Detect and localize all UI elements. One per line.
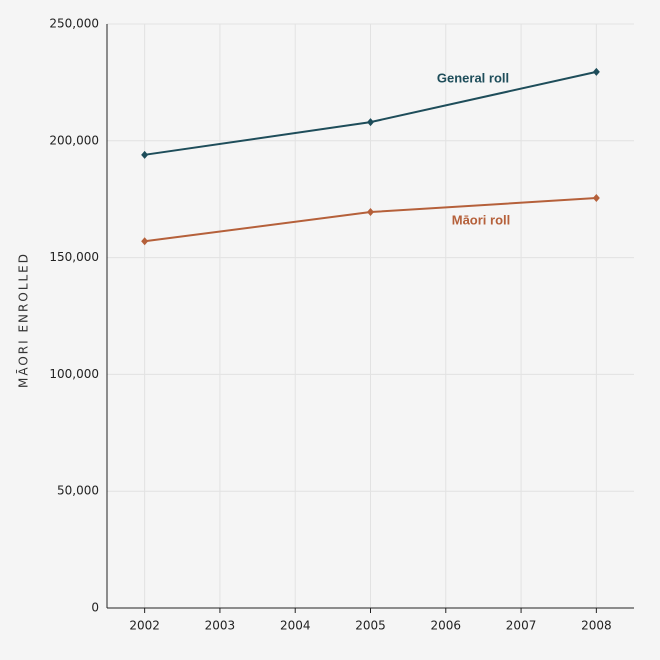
series-label: Māori roll <box>452 212 511 227</box>
x-tick-label: 2006 <box>431 619 462 633</box>
x-tick-label: 2002 <box>129 619 160 633</box>
y-tick-label: 100,000 <box>49 367 99 381</box>
y-tick-label: 200,000 <box>49 133 99 147</box>
x-tick-label: 2003 <box>205 619 236 633</box>
y-axis-label: MĀORI ENROLLED <box>17 252 31 388</box>
x-tick-label: 2005 <box>355 619 386 633</box>
y-tick-label: 0 <box>91 601 99 615</box>
x-tick-label: 2007 <box>506 619 537 633</box>
y-tick-label: 50,000 <box>57 484 99 498</box>
x-tick-label: 2004 <box>280 619 311 633</box>
data-point <box>367 208 374 217</box>
data-point <box>592 67 600 76</box>
data-point <box>141 237 149 246</box>
y-tick-label: 250,000 <box>49 17 99 31</box>
data-point <box>592 194 600 203</box>
data-point <box>367 118 374 127</box>
data-point <box>141 150 149 159</box>
x-tick-label: 2008 <box>581 619 612 633</box>
series-label: General roll <box>437 70 509 85</box>
y-tick-label: 150,000 <box>49 250 99 264</box>
